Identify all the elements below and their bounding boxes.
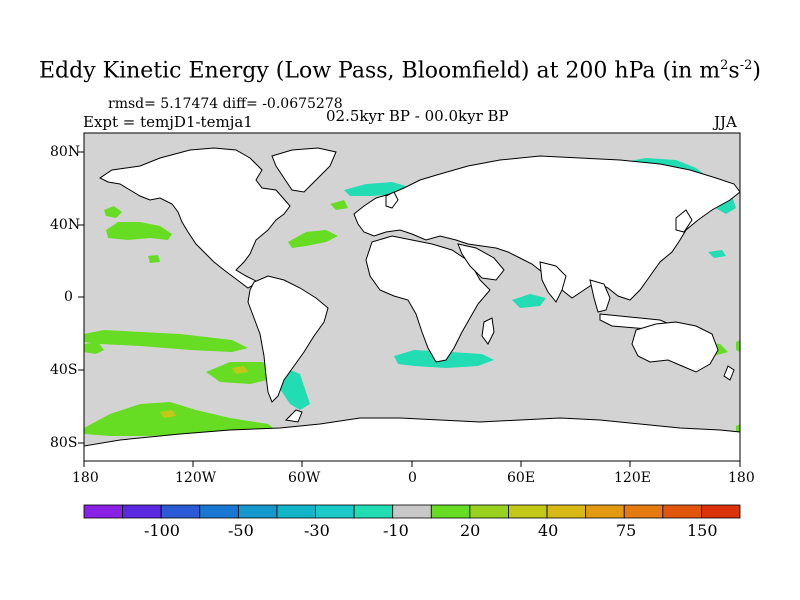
- stats-label: rmsd= 5.17474 diff= -0.0675278: [108, 96, 343, 112]
- colorbar-label-150: 150: [687, 521, 718, 540]
- colorbar-label-minus30: -30: [304, 521, 330, 540]
- land-south-america: [247, 275, 329, 403]
- colorbar-swatch: [237, 504, 278, 519]
- colorbar-label-minus50: -50: [228, 521, 254, 540]
- land-antarctic-peninsula: [284, 409, 303, 423]
- land-antarctica: [83, 417, 741, 462]
- colorbar-swatch: [508, 504, 548, 519]
- anomaly-pacific-dot-cyan: [708, 250, 726, 258]
- lon-label-120w: 120W: [175, 470, 217, 486]
- experiment-label: Expt = temjD1-temja1: [83, 113, 253, 131]
- lon-label-180e: 180: [728, 470, 755, 486]
- colorbar-swatch: [546, 504, 587, 519]
- lon-label-120e: 120E: [614, 470, 651, 486]
- lat-label-0: 0: [64, 289, 73, 305]
- land-southeast-asia: [589, 279, 611, 313]
- anomaly-north-pacific-dot: [148, 255, 160, 263]
- colorbar-swatch: [469, 504, 509, 519]
- lon-label-180w: 180: [72, 470, 99, 486]
- colorbar-swatch: [199, 504, 239, 519]
- colorbar-swatch: [276, 504, 316, 519]
- anomaly-north-atlantic-green: [288, 230, 338, 248]
- colorbar-swatch: [315, 504, 355, 519]
- anomaly-indian-ocean-cyan: [512, 294, 546, 308]
- colorbar-label-minus100: -100: [144, 521, 180, 540]
- colorbar-swatch: [623, 504, 664, 519]
- anomaly-west-coast-green: [84, 342, 104, 354]
- colorbar-label-minus10: -10: [383, 521, 409, 540]
- anomaly-scandinavia-cyan: [344, 182, 406, 196]
- colorbar-label-40: 40: [538, 521, 559, 540]
- anomaly-north-pacific-west: [106, 222, 172, 240]
- land-arabia: [457, 243, 505, 281]
- colorbar-swatch: [392, 504, 432, 519]
- colorbar: [83, 504, 741, 519]
- land-greenland: [271, 147, 337, 193]
- colorbar-swatch: [430, 504, 471, 519]
- anomaly-east-edge-green-2: [736, 424, 740, 432]
- land-japan: [675, 209, 693, 233]
- land-new-zealand: [723, 365, 735, 381]
- figure-title: Eddy Kinetic Energy (Low Pass, Bloomfiel…: [39, 58, 761, 84]
- colorbar-label-20: 20: [460, 521, 481, 540]
- period-label: 02.5kyr BP - 00.0kyr BP: [326, 107, 509, 125]
- colorbar-swatch: [122, 504, 162, 519]
- land-madagascar: [481, 317, 495, 345]
- anomaly-north-pacific-small: [104, 206, 122, 218]
- colorbar-swatch: [701, 504, 741, 519]
- continents: [83, 147, 741, 462]
- anomaly-east-edge-green: [736, 340, 740, 352]
- lon-label-0: 0: [408, 470, 417, 486]
- anomaly-south-pacific-green: [206, 362, 284, 384]
- colorbar-swatch: [585, 504, 625, 519]
- lon-label-60e: 60E: [507, 470, 536, 486]
- land-australia: [631, 321, 719, 373]
- anomaly-europe-green: [330, 200, 348, 210]
- colorbar-swatch: [662, 504, 702, 519]
- land-india: [539, 261, 567, 303]
- colorbar-swatch: [353, 504, 394, 519]
- anomaly-falkland-cyan: [288, 388, 308, 400]
- lat-label-40n: 40N: [50, 217, 81, 233]
- lat-label-80s: 80S: [50, 435, 78, 451]
- anomaly-southern-ocean-green: [84, 402, 276, 436]
- colorbar-swatch: [160, 504, 201, 519]
- land-eurasia: [353, 155, 741, 301]
- season-label: JJA: [714, 113, 737, 131]
- land-africa: [365, 235, 491, 363]
- axis-ticks: [78, 151, 741, 467]
- land-uk: [385, 191, 399, 209]
- lat-label-80n: 80N: [50, 144, 81, 160]
- anomaly-southern-ocean-core: [160, 410, 176, 418]
- colorbar-swatch: [83, 504, 123, 519]
- colorbar-label-75: 75: [616, 521, 637, 540]
- land-north-america: [99, 147, 291, 289]
- lon-label-60w: 60W: [288, 470, 321, 486]
- anomaly-south-pacific-east-green: [84, 330, 248, 352]
- lat-label-40s: 40S: [50, 362, 78, 378]
- anomaly-south-pacific-core: [232, 366, 248, 374]
